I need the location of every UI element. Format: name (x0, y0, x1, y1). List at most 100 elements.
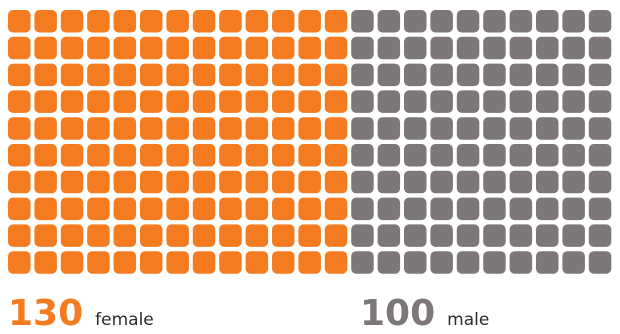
waffle-cell-female (87, 90, 110, 113)
waffle-cell-female (34, 224, 57, 247)
waffle-cell-male (536, 36, 559, 60)
waffle-cell-female (113, 170, 137, 194)
waffle-cell-male (536, 251, 559, 274)
waffle-cell-male (456, 90, 480, 113)
waffle-cell-female (192, 144, 216, 167)
waffle-cell-male (562, 197, 585, 221)
waffle-cell-female (8, 10, 31, 33)
waffle-cell-male (456, 144, 480, 167)
waffle-cell-male (456, 63, 480, 87)
waffle-cell-male (588, 251, 612, 274)
waffle-cell-male (588, 197, 612, 221)
waffle-cell-male (430, 117, 453, 140)
waffle-cell-male (483, 251, 506, 274)
waffle-cell-female (192, 10, 216, 33)
waffle-cell-male (483, 36, 506, 60)
waffle-cell-male (536, 90, 559, 113)
waffle-cell-male (562, 224, 585, 247)
waffle-cell-female (60, 197, 84, 221)
waffle-cell-female (324, 197, 348, 221)
waffle-cell-male (404, 197, 427, 221)
waffle-cell-male (509, 36, 533, 60)
waffle-cell-male (377, 144, 401, 167)
waffle-cell-female (140, 251, 163, 274)
waffle-cell-female (272, 224, 295, 247)
waffle-cell-male (430, 224, 453, 247)
waffle-cell-female (140, 10, 163, 33)
waffle-cell-female (298, 170, 321, 194)
waffle-cell-male (588, 36, 612, 60)
waffle-cell-male (351, 197, 374, 221)
waffle-cell-male (377, 251, 401, 274)
waffle-cell-male (483, 117, 506, 140)
waffle-cell-male (509, 10, 533, 33)
waffle-cell-female (245, 36, 269, 60)
waffle-cell-female (34, 117, 57, 140)
waffle-cell-male (509, 251, 533, 274)
waffle-cell-female (60, 10, 84, 33)
waffle-cell-male (404, 251, 427, 274)
waffle-cell-male (536, 117, 559, 140)
waffle-cell-female (8, 197, 31, 221)
waffle-cell-female (140, 197, 163, 221)
waffle-cell-female (298, 90, 321, 113)
waffle-cell-female (298, 197, 321, 221)
waffle-cell-female (245, 251, 269, 274)
waffle-cell-male (377, 170, 401, 194)
waffle-cell-male (351, 10, 374, 33)
waffle-cell-male (456, 170, 480, 194)
waffle-cell-female (34, 170, 57, 194)
male-label: male (447, 310, 490, 330)
waffle-cell-female (219, 197, 242, 221)
waffle-cell-male (562, 90, 585, 113)
waffle-cell-male (588, 117, 612, 140)
waffle-cell-female (219, 117, 242, 140)
waffle-cell-female (324, 90, 348, 113)
waffle-cell-male (377, 36, 401, 60)
waffle-cell-female (87, 224, 110, 247)
waffle-cell-female (8, 90, 31, 113)
waffle-cell-female (324, 63, 348, 87)
waffle-cell-female (324, 170, 348, 194)
waffle-cell-female (192, 197, 216, 221)
waffle-cell-male (536, 224, 559, 247)
waffle-cell-female (219, 144, 242, 167)
waffle-cell-male (351, 36, 374, 60)
waffle-cell-male (430, 63, 453, 87)
waffle-cell-male (483, 170, 506, 194)
waffle-cell-male (509, 117, 533, 140)
waffle-cell-female (113, 144, 137, 167)
waffle-cell-female (60, 36, 84, 60)
waffle-cell-female (219, 63, 242, 87)
waffle-cell-female (87, 144, 110, 167)
waffle-cell-female (34, 90, 57, 113)
waffle-cell-male (588, 170, 612, 194)
waffle-cell-female (298, 224, 321, 247)
waffle-cell-female (34, 36, 57, 60)
waffle-cell-female (8, 36, 31, 60)
waffle-cell-female (192, 36, 216, 60)
waffle-cell-male (456, 197, 480, 221)
waffle-cell-male (588, 144, 612, 167)
waffle-cell-female (113, 251, 137, 274)
waffle-cell-male (562, 251, 585, 274)
waffle-cell-male (404, 63, 427, 87)
waffle-cell-female (298, 251, 321, 274)
waffle-cell-male (377, 63, 401, 87)
waffle-cell-female (113, 90, 137, 113)
waffle-cell-male (430, 197, 453, 221)
waffle-cell-male (483, 10, 506, 33)
waffle-cell-male (483, 224, 506, 247)
male-stat: 100 male (360, 296, 489, 332)
waffle-cell-female (324, 251, 348, 274)
waffle-cell-female (272, 90, 295, 113)
waffle-cell-female (60, 224, 84, 247)
waffle-cell-female (192, 90, 216, 113)
waffle-cell-female (298, 144, 321, 167)
waffle-cell-female (113, 10, 137, 33)
waffle-cell-male (588, 90, 612, 113)
waffle-cell-female (272, 117, 295, 140)
waffle-cell-female (245, 170, 269, 194)
waffle-cell-female (166, 117, 189, 140)
waffle-cell-female (245, 90, 269, 113)
